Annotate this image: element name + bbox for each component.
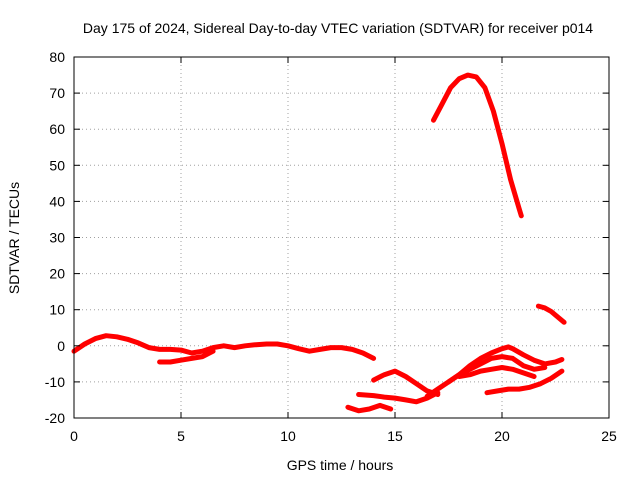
- series-arc-main: [71, 333, 377, 361]
- x-tick-label: 5: [177, 428, 185, 444]
- series-arc-rise-3: [456, 365, 537, 379]
- series-arc-late-high: [535, 303, 567, 325]
- x-axis-label: GPS time / hours: [287, 457, 394, 473]
- y-tick-label: -10: [45, 374, 65, 390]
- y-tick-label: 70: [49, 85, 65, 101]
- series-arc-peak: [431, 72, 524, 219]
- y-tick-label: 0: [57, 338, 65, 354]
- y-axis-label: SDTVAR / TECUs: [6, 182, 22, 294]
- series-arc-14-17: [371, 368, 441, 397]
- data-series: [71, 72, 567, 414]
- series-arc-dip-5: [157, 348, 216, 365]
- y-tick-label: 20: [49, 266, 65, 282]
- y-tick-label: 50: [49, 157, 65, 173]
- chart-title: Day 175 of 2024, Sidereal Day-to-day VTE…: [83, 20, 593, 36]
- x-tick-label: 15: [387, 428, 403, 444]
- y-tick-label: -20: [45, 410, 65, 426]
- series-arc-rise-2: [446, 354, 548, 385]
- series-arc-rise-1: [424, 344, 565, 399]
- y-tick-label: 10: [49, 302, 65, 318]
- y-tick-labels: -20 -10 0 10 20 30 40 50 60 70 80: [45, 49, 65, 426]
- series-arc-13-17: [356, 390, 441, 405]
- y-tick-label: 30: [49, 230, 65, 246]
- series-arc-low-13: [345, 402, 394, 414]
- y-tick-label: 60: [49, 121, 65, 137]
- x-tick-labels: 0 5 10 15 20 25: [70, 428, 617, 444]
- x-tick-label: 25: [601, 428, 617, 444]
- x-tick-label: 20: [494, 428, 510, 444]
- grid-lines: [74, 57, 609, 418]
- x-tick-label: 0: [70, 428, 78, 444]
- x-tick-label: 10: [280, 428, 296, 444]
- y-tick-label: 80: [49, 49, 65, 65]
- axis-ticks: [73, 56, 610, 419]
- series-arc-late-low: [484, 368, 565, 396]
- y-tick-label: 40: [49, 193, 65, 209]
